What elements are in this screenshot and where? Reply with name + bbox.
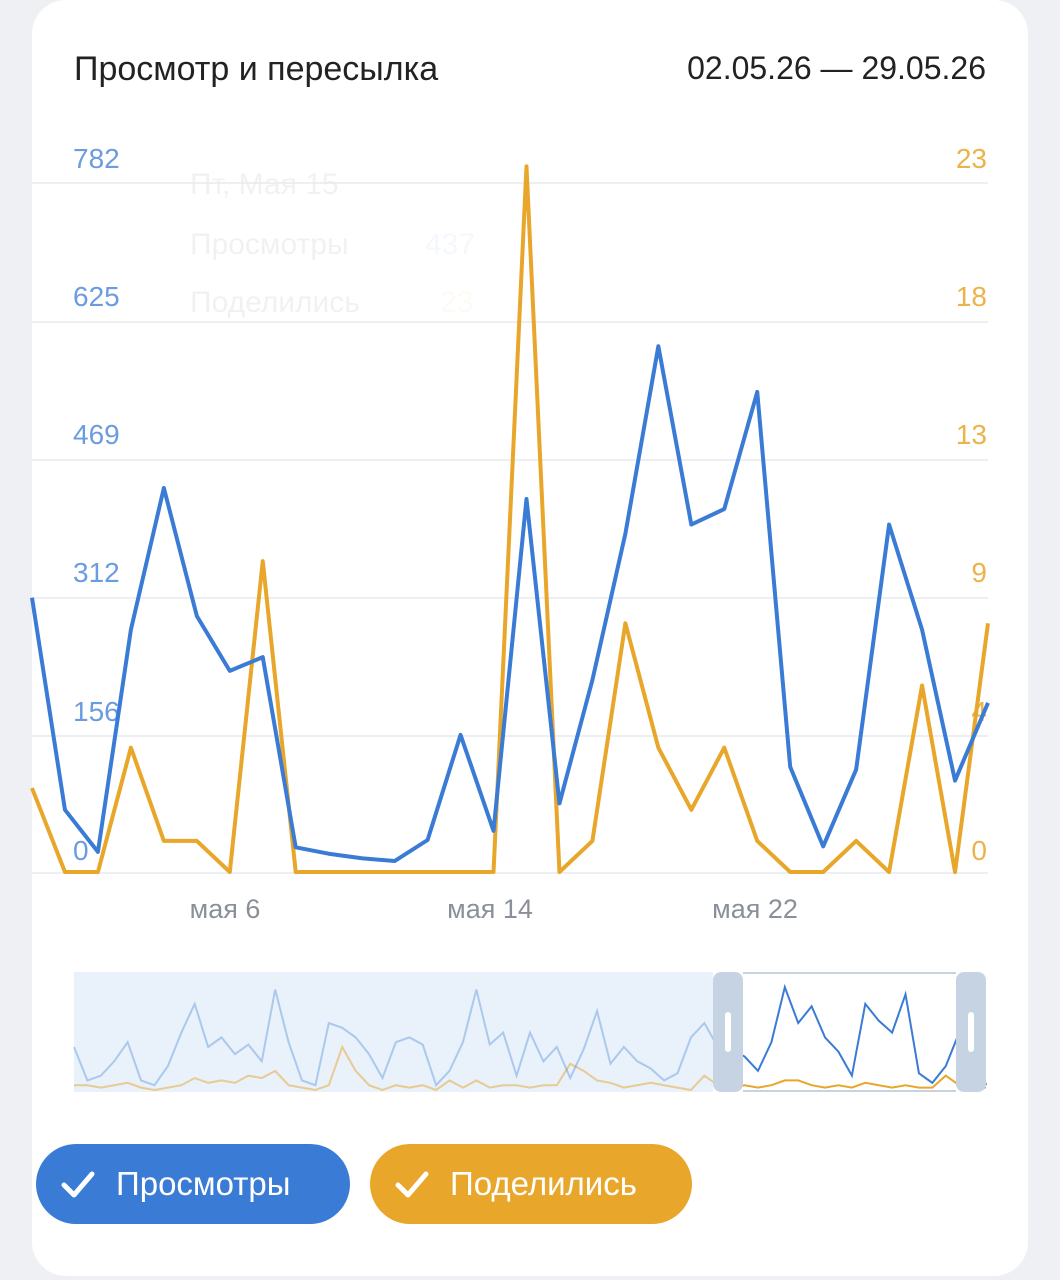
- tooltip-date: Пт, Мая 15: [190, 168, 339, 201]
- y-right-tick-label: 0: [971, 835, 987, 866]
- handle-grip: [725, 1012, 731, 1052]
- y-left-tick-label: 0: [73, 835, 89, 866]
- check-icon: [61, 1171, 95, 1198]
- overview-window-shares: [717, 1074, 986, 1089]
- series-line-shares: [30, 164, 990, 874]
- y-right-tick-label: 23: [956, 143, 987, 174]
- y-right-tick-label: 9: [971, 557, 987, 588]
- y-right-tick-label: 18: [956, 281, 987, 312]
- shares-toggle-label: Поделились: [450, 1165, 637, 1202]
- views-toggle-button[interactable]: Просмотры: [36, 1144, 350, 1224]
- views-toggle-label: Просмотры: [116, 1165, 291, 1202]
- x-tick-label: мая 22: [712, 894, 798, 924]
- tooltip-shares-value: 23: [440, 286, 473, 319]
- check-icon: [395, 1171, 429, 1198]
- tooltip-shares-label: Поделились: [190, 286, 360, 319]
- y-left-tick-label: 625: [73, 281, 120, 312]
- tooltip-views-value: 437: [425, 228, 475, 261]
- overview-window: [713, 972, 986, 1092]
- y-left-tick-label: 469: [73, 419, 120, 450]
- date-range[interactable]: 02.05.26 — 29.05.26: [687, 50, 986, 86]
- shares-toggle-button[interactable]: Поделились: [370, 1144, 692, 1224]
- x-tick-label: мая 6: [190, 894, 261, 924]
- window-top-border: [743, 972, 956, 974]
- x-tick-label: мая 14: [447, 894, 533, 924]
- tooltip-ghost: Пт, Мая 15 Просмотры 437 Поделились 23: [190, 168, 475, 319]
- chart-title: Просмотр и пересылка: [74, 50, 439, 88]
- overview-window-views: [717, 983, 987, 1086]
- line-chart[interactable]: Пт, Мая 15 Просмотры 437 Поделились 23 782 625…: [0, 0, 1060, 1130]
- handle-grip: [968, 1012, 974, 1052]
- tooltip-views-label: Просмотры: [190, 228, 349, 261]
- series-line-views: [30, 344, 990, 864]
- y-right-tick-label: 13: [956, 419, 987, 450]
- y-left-tick-label: 312: [73, 557, 120, 588]
- window-bottom-border: [743, 1090, 956, 1092]
- y-left-tick-label: 782: [73, 143, 120, 174]
- y-left-tick-label: 156: [73, 696, 120, 727]
